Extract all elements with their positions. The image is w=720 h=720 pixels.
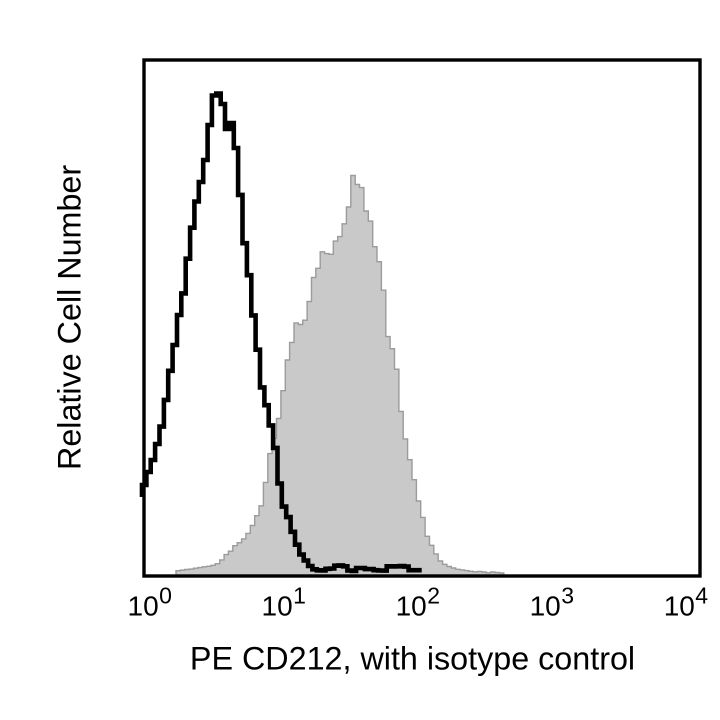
svg-text:2: 2: [427, 583, 440, 609]
svg-text:0: 0: [159, 583, 172, 609]
svg-text:Relative Cell Number: Relative Cell Number: [52, 165, 88, 470]
svg-text:4: 4: [695, 583, 708, 609]
svg-text:10: 10: [530, 591, 561, 622]
svg-text:10: 10: [262, 591, 293, 622]
svg-text:3: 3: [561, 583, 574, 609]
svg-text:10: 10: [664, 591, 695, 622]
svg-text:10: 10: [128, 591, 159, 622]
svg-text:10: 10: [396, 591, 427, 622]
svg-text:1: 1: [293, 583, 306, 609]
svg-text:PE CD212, with isotype control: PE CD212, with isotype control: [190, 641, 635, 677]
